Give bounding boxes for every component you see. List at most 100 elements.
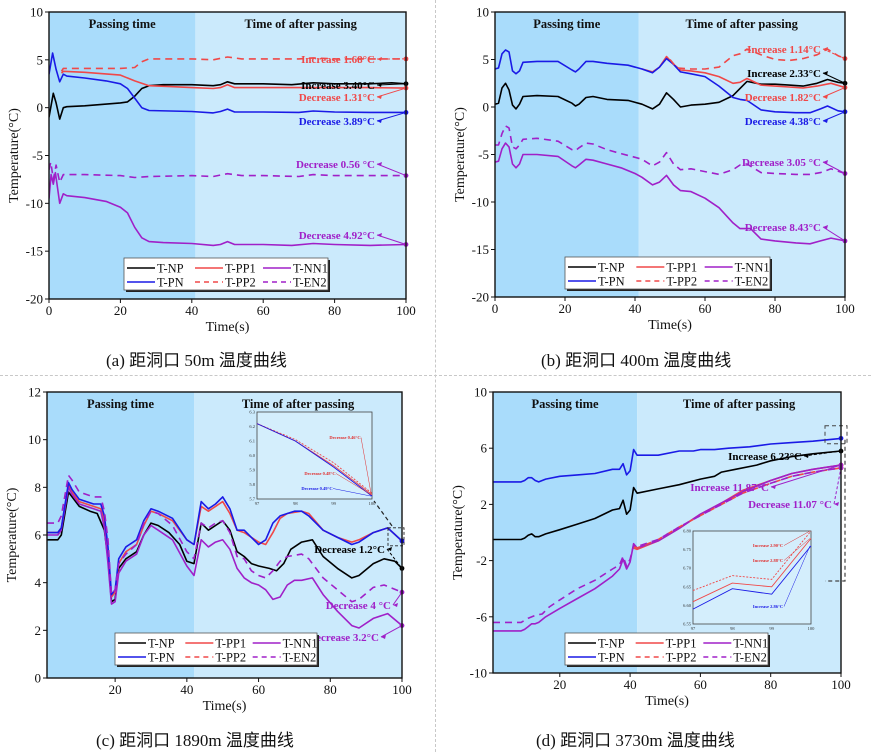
chart-panel-b: Passing time Time of after passing Increas… [453, 5, 855, 334]
x-tick-label: 80 [769, 301, 782, 316]
inset-y-tick-label: 5.7 [249, 497, 255, 502]
inset-y-tick-label: 5.8 [249, 482, 255, 487]
x-tick-label: 100 [392, 682, 412, 697]
inset-y-tick-label: 6.60 [683, 603, 692, 608]
series-line-t-nn1 [495, 142, 845, 245]
series-line-t-nn1 [493, 464, 841, 632]
inset-series-line-t-pp2 [692, 530, 812, 591]
y-axis-label: Temperature(°C) [451, 485, 466, 580]
annotation-label: Decrease 3.89°C [299, 116, 375, 128]
inset-x-tick-label: 100 [369, 501, 377, 506]
legend-label: T-EN2 [733, 651, 767, 665]
region-label: Time of after passing [244, 17, 357, 31]
annotation-arrow [822, 87, 846, 98]
annotation-label: Decrease 4.38°C [745, 116, 821, 128]
series-line-t-pn [495, 49, 845, 114]
chart-panel-c: Passing time Time of after passing Decreas… [5, 385, 412, 715]
annotation-label: Decrease 0.56 °C [296, 159, 375, 171]
inset-frame [692, 530, 812, 625]
inset-x-tick-label: 97 [255, 501, 260, 506]
y-axis-label: Temperature(°C) [453, 107, 468, 202]
legend-label: T-EN2 [293, 276, 327, 290]
annotation-arrowhead [377, 83, 382, 87]
region-label: Passing time [533, 17, 600, 31]
annotation-arrowhead [834, 502, 839, 506]
x-tick-label: 40 [180, 682, 193, 697]
y-tick-label: 10 [476, 5, 489, 20]
legend-label: T-PP1 [666, 637, 697, 651]
y-tick-label: 10 [30, 5, 43, 20]
x-tick-label: 40 [624, 677, 637, 692]
region-passing [493, 392, 638, 673]
series-line-t-np [49, 81, 406, 120]
legend-label: T-NN1 [293, 262, 328, 276]
inset-y-tick-label: 6.2 [249, 424, 255, 429]
region-passing [47, 392, 195, 678]
region-label: Time of after passing [683, 397, 796, 411]
annotation-arrowhead [771, 485, 776, 489]
inset-series-line-t-pp1 [692, 538, 812, 603]
legend-label: T-NP [598, 637, 625, 651]
series-line-t-en2 [493, 467, 841, 624]
legend-label: T-PP1 [215, 637, 246, 651]
y-tick-label: -20 [26, 292, 43, 307]
inset-annotation-label: Increase 2.86°C [753, 604, 783, 609]
legend-label: T-PP2 [666, 651, 697, 665]
inset-annotation-arrow [783, 545, 811, 607]
y-axis-label: Temperature(°C) [7, 108, 22, 203]
annotation-arrow [380, 625, 403, 638]
y-axis-label: Temperature(°C) [5, 487, 20, 582]
series-line-t-pp2 [60, 56, 406, 72]
inset-annotation-arrow [360, 437, 372, 494]
region-label: Passing time [87, 397, 154, 411]
annotation-arrowhead [823, 47, 828, 51]
y-tick-label: -15 [472, 242, 489, 257]
annotation-arrowhead [393, 603, 398, 607]
annotation-label: Decrease 8.43°C [745, 222, 821, 234]
annotation-arrowhead [377, 233, 382, 237]
annotation-arrowhead [823, 160, 828, 164]
legend-label: T-PP1 [666, 261, 697, 275]
x-tick-label: 0 [46, 303, 53, 318]
x-axis-label: Time(s) [648, 318, 692, 333]
annotation-label: Increase 2.33°C [747, 68, 821, 80]
series-line-t-pp1 [60, 70, 406, 90]
caption-c: (c) 距洞口 1890m 温度曲线 [96, 731, 294, 750]
annotation-arrowhead [377, 57, 382, 61]
y-tick-label: 4 [35, 575, 42, 590]
y-tick-label: 10 [28, 432, 41, 447]
annotation-label: Increase 1.68°C [301, 54, 375, 66]
y-tick-label: -10 [470, 666, 487, 681]
legend-label: T-EN2 [735, 275, 769, 289]
x-tick-label: 80 [324, 682, 337, 697]
legend-box [564, 256, 771, 290]
axes-frame [492, 391, 842, 674]
inset-annotation-arrow [332, 488, 372, 497]
y-tick-label: 0 [483, 100, 490, 115]
legend-label: T-PN [148, 651, 175, 665]
y-tick-label: 5 [37, 52, 44, 67]
y-tick-label: 2 [35, 623, 42, 638]
x-tick-label: 20 [553, 677, 566, 692]
legend-box [123, 257, 329, 291]
inset-y-tick-label: 5.9 [249, 468, 255, 473]
y-tick-label: 0 [35, 671, 42, 686]
annotation-arrow [392, 591, 403, 606]
annotation-arrow [376, 163, 407, 177]
y-tick-label: 0 [37, 100, 44, 115]
legend-label: T-NP [157, 262, 184, 276]
region-label: Passing time [532, 397, 599, 411]
inset-annotation-label: Increase 2.90°C [753, 543, 783, 548]
inset-y-tick-label: 6.0 [249, 453, 255, 458]
x-tick-label: 20 [559, 301, 572, 316]
zoom-region-box [824, 425, 848, 445]
inset-annotation-label: Decrease 0.48°C [304, 471, 335, 476]
annotation-label: Decrease 4 °C [326, 600, 391, 612]
x-tick-label: 40 [185, 303, 198, 318]
inset-y-tick-label: 6.75 [683, 547, 692, 552]
annotation-label: Decrease 1.82°C [745, 92, 821, 104]
series-line-t-en2 [49, 161, 406, 184]
column-separator [435, 0, 436, 752]
y-tick-label: -6 [476, 609, 487, 624]
